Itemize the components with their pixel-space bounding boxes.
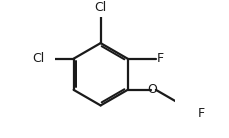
Text: F: F <box>156 52 163 65</box>
Text: F: F <box>197 107 204 120</box>
Text: Cl: Cl <box>32 52 44 65</box>
Text: O: O <box>147 83 157 96</box>
Text: Cl: Cl <box>94 1 106 14</box>
